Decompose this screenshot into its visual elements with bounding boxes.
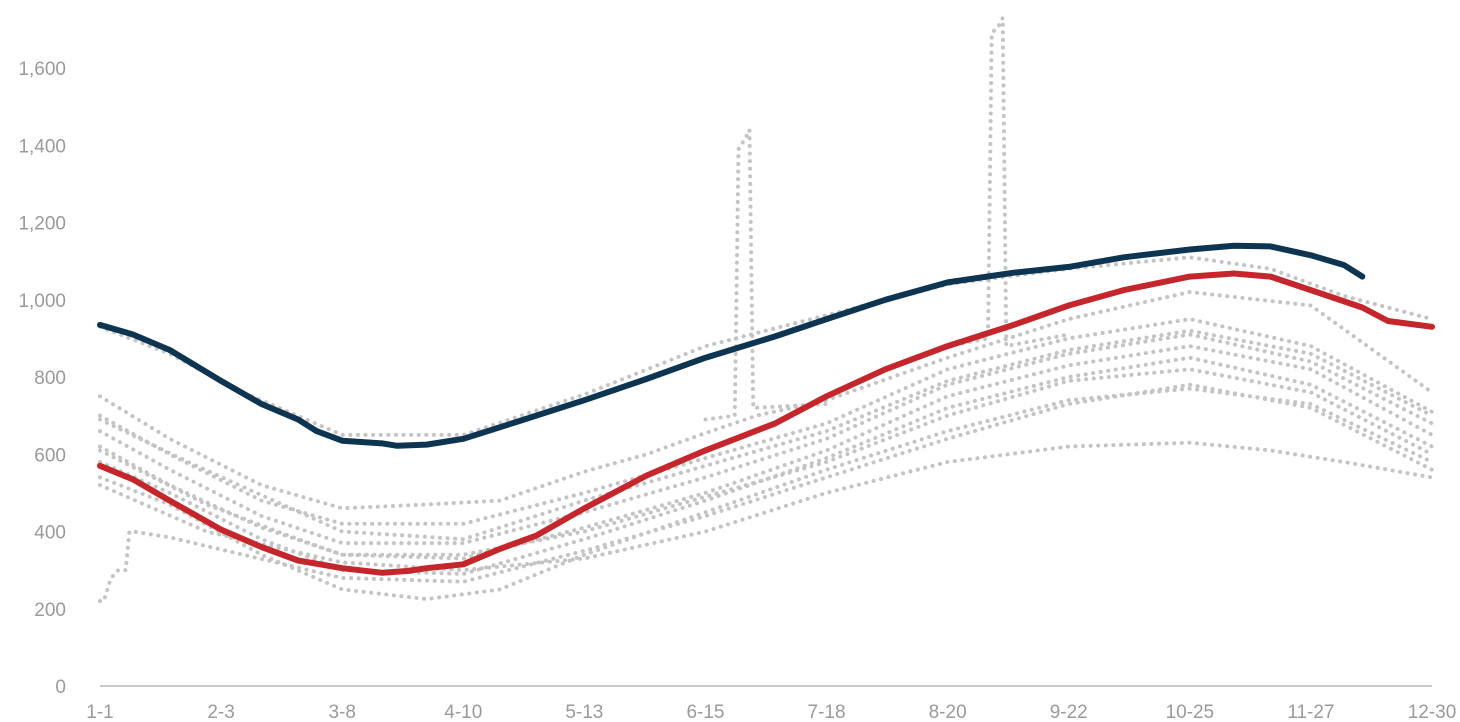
plot-area [97,16,1435,603]
x-tick-label: 6-15 [686,702,724,722]
x-axis: 1-1 2-3 3-8 4-10 5-13 6-15 7-18 8-20 9-22 10-25 11… [86,685,1457,722]
background-series-line [945,16,1071,349]
y-tick-label: 400 [34,523,66,544]
background-series-line [98,367,1434,557]
x-tick-label: 5-13 [565,702,603,722]
background-series-line [98,317,1434,526]
highlight-red-line [97,270,1435,576]
y-tick-label: 600 [34,445,66,466]
background-series-line [98,332,1434,546]
x-tick-label: 4-10 [444,702,482,722]
background-series-line [98,355,1434,577]
y-tick-label: 800 [34,368,66,389]
x-tick-label: 10-25 [1166,702,1215,722]
y-tick-label: 0 [55,677,66,698]
x-tick-label: 7-18 [808,702,846,722]
y-tick-label: 1,000 [18,291,66,312]
background-series-line [98,328,1434,542]
background-series-line [98,440,1434,573]
y-tick-label: 1,400 [18,136,66,157]
x-tick-label: 1-1 [86,702,113,722]
highlight-navy-line [97,242,1366,449]
background-series-line [98,289,1434,511]
y-tick-label: 1,200 [18,214,66,235]
background-series-line [703,128,829,422]
x-tick-label: 2-3 [207,702,234,722]
background-series-line [98,382,1434,603]
x-tick-label: 9-22 [1050,702,1088,722]
x-tick-label: 3-8 [328,702,355,722]
y-tick-label: 200 [34,600,66,621]
background-series-line [98,344,1434,561]
x-tick-label: 12-30 [1408,702,1457,722]
x-tick-label: 11-27 [1287,702,1334,722]
y-tick-label: 1,600 [18,59,66,80]
x-tick-label: 8-20 [929,702,967,722]
y-axis: 0 200 400 600 800 1,000 1,200 1,400 1,600 [18,59,66,698]
